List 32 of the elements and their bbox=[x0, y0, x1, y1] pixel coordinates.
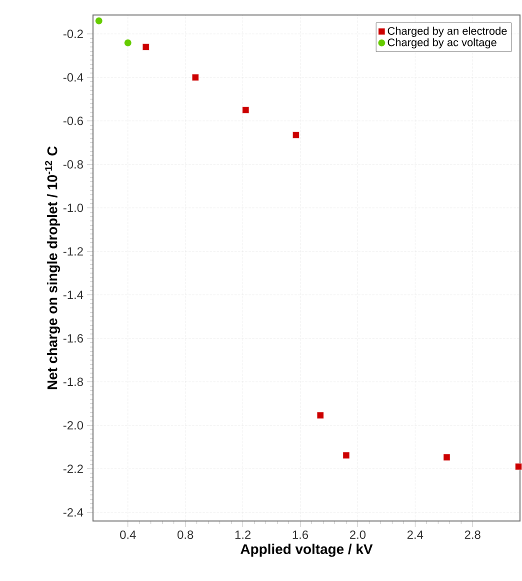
y-tick-label: -1.2 bbox=[64, 247, 83, 256]
y-tick-label: -0.6 bbox=[64, 116, 84, 126]
legend-label: Charged by ac voltage bbox=[388, 38, 496, 48]
point bbox=[142, 44, 150, 50]
x-tick-label: 0.8 bbox=[178, 530, 194, 539]
x-tick-label: 2.4 bbox=[408, 530, 424, 539]
x-tick-label: 1.6 bbox=[292, 530, 308, 539]
y-tick-label: -1.4 bbox=[64, 290, 84, 299]
y-tick-label: -0.2 bbox=[64, 30, 83, 38]
point bbox=[192, 74, 199, 81]
x-axis-title: Applied voltage / kV bbox=[240, 544, 373, 557]
point bbox=[317, 412, 324, 419]
y-tick-label: -2.0 bbox=[64, 421, 84, 430]
x-tick-label: 2.0 bbox=[350, 530, 366, 539]
y-tick-label: -0.4 bbox=[64, 73, 84, 82]
y-tick-label: -1.8 bbox=[64, 378, 84, 386]
x-tick-label: 1.2 bbox=[235, 530, 251, 539]
point bbox=[124, 39, 132, 47]
x-tick-label: 2.8 bbox=[464, 530, 480, 539]
y-tick-label: -1.0 bbox=[64, 204, 84, 212]
y-tick-label: -1.6 bbox=[64, 334, 84, 343]
point bbox=[242, 106, 250, 114]
point bbox=[342, 452, 350, 459]
x-tick-label: 0.4 bbox=[120, 530, 136, 539]
point bbox=[292, 132, 300, 138]
y-tick-label: -2.2 bbox=[64, 464, 83, 473]
legend-label: Charged by an electrode bbox=[388, 26, 507, 37]
point bbox=[443, 454, 450, 461]
y-tick-label: -2.4 bbox=[64, 508, 84, 516]
y-axis-title: Net charge on single droplet / 10$^{-12}$ C bbox=[45, 146, 60, 390]
point bbox=[95, 17, 103, 25]
y-tick-label: -0.8 bbox=[64, 160, 84, 169]
